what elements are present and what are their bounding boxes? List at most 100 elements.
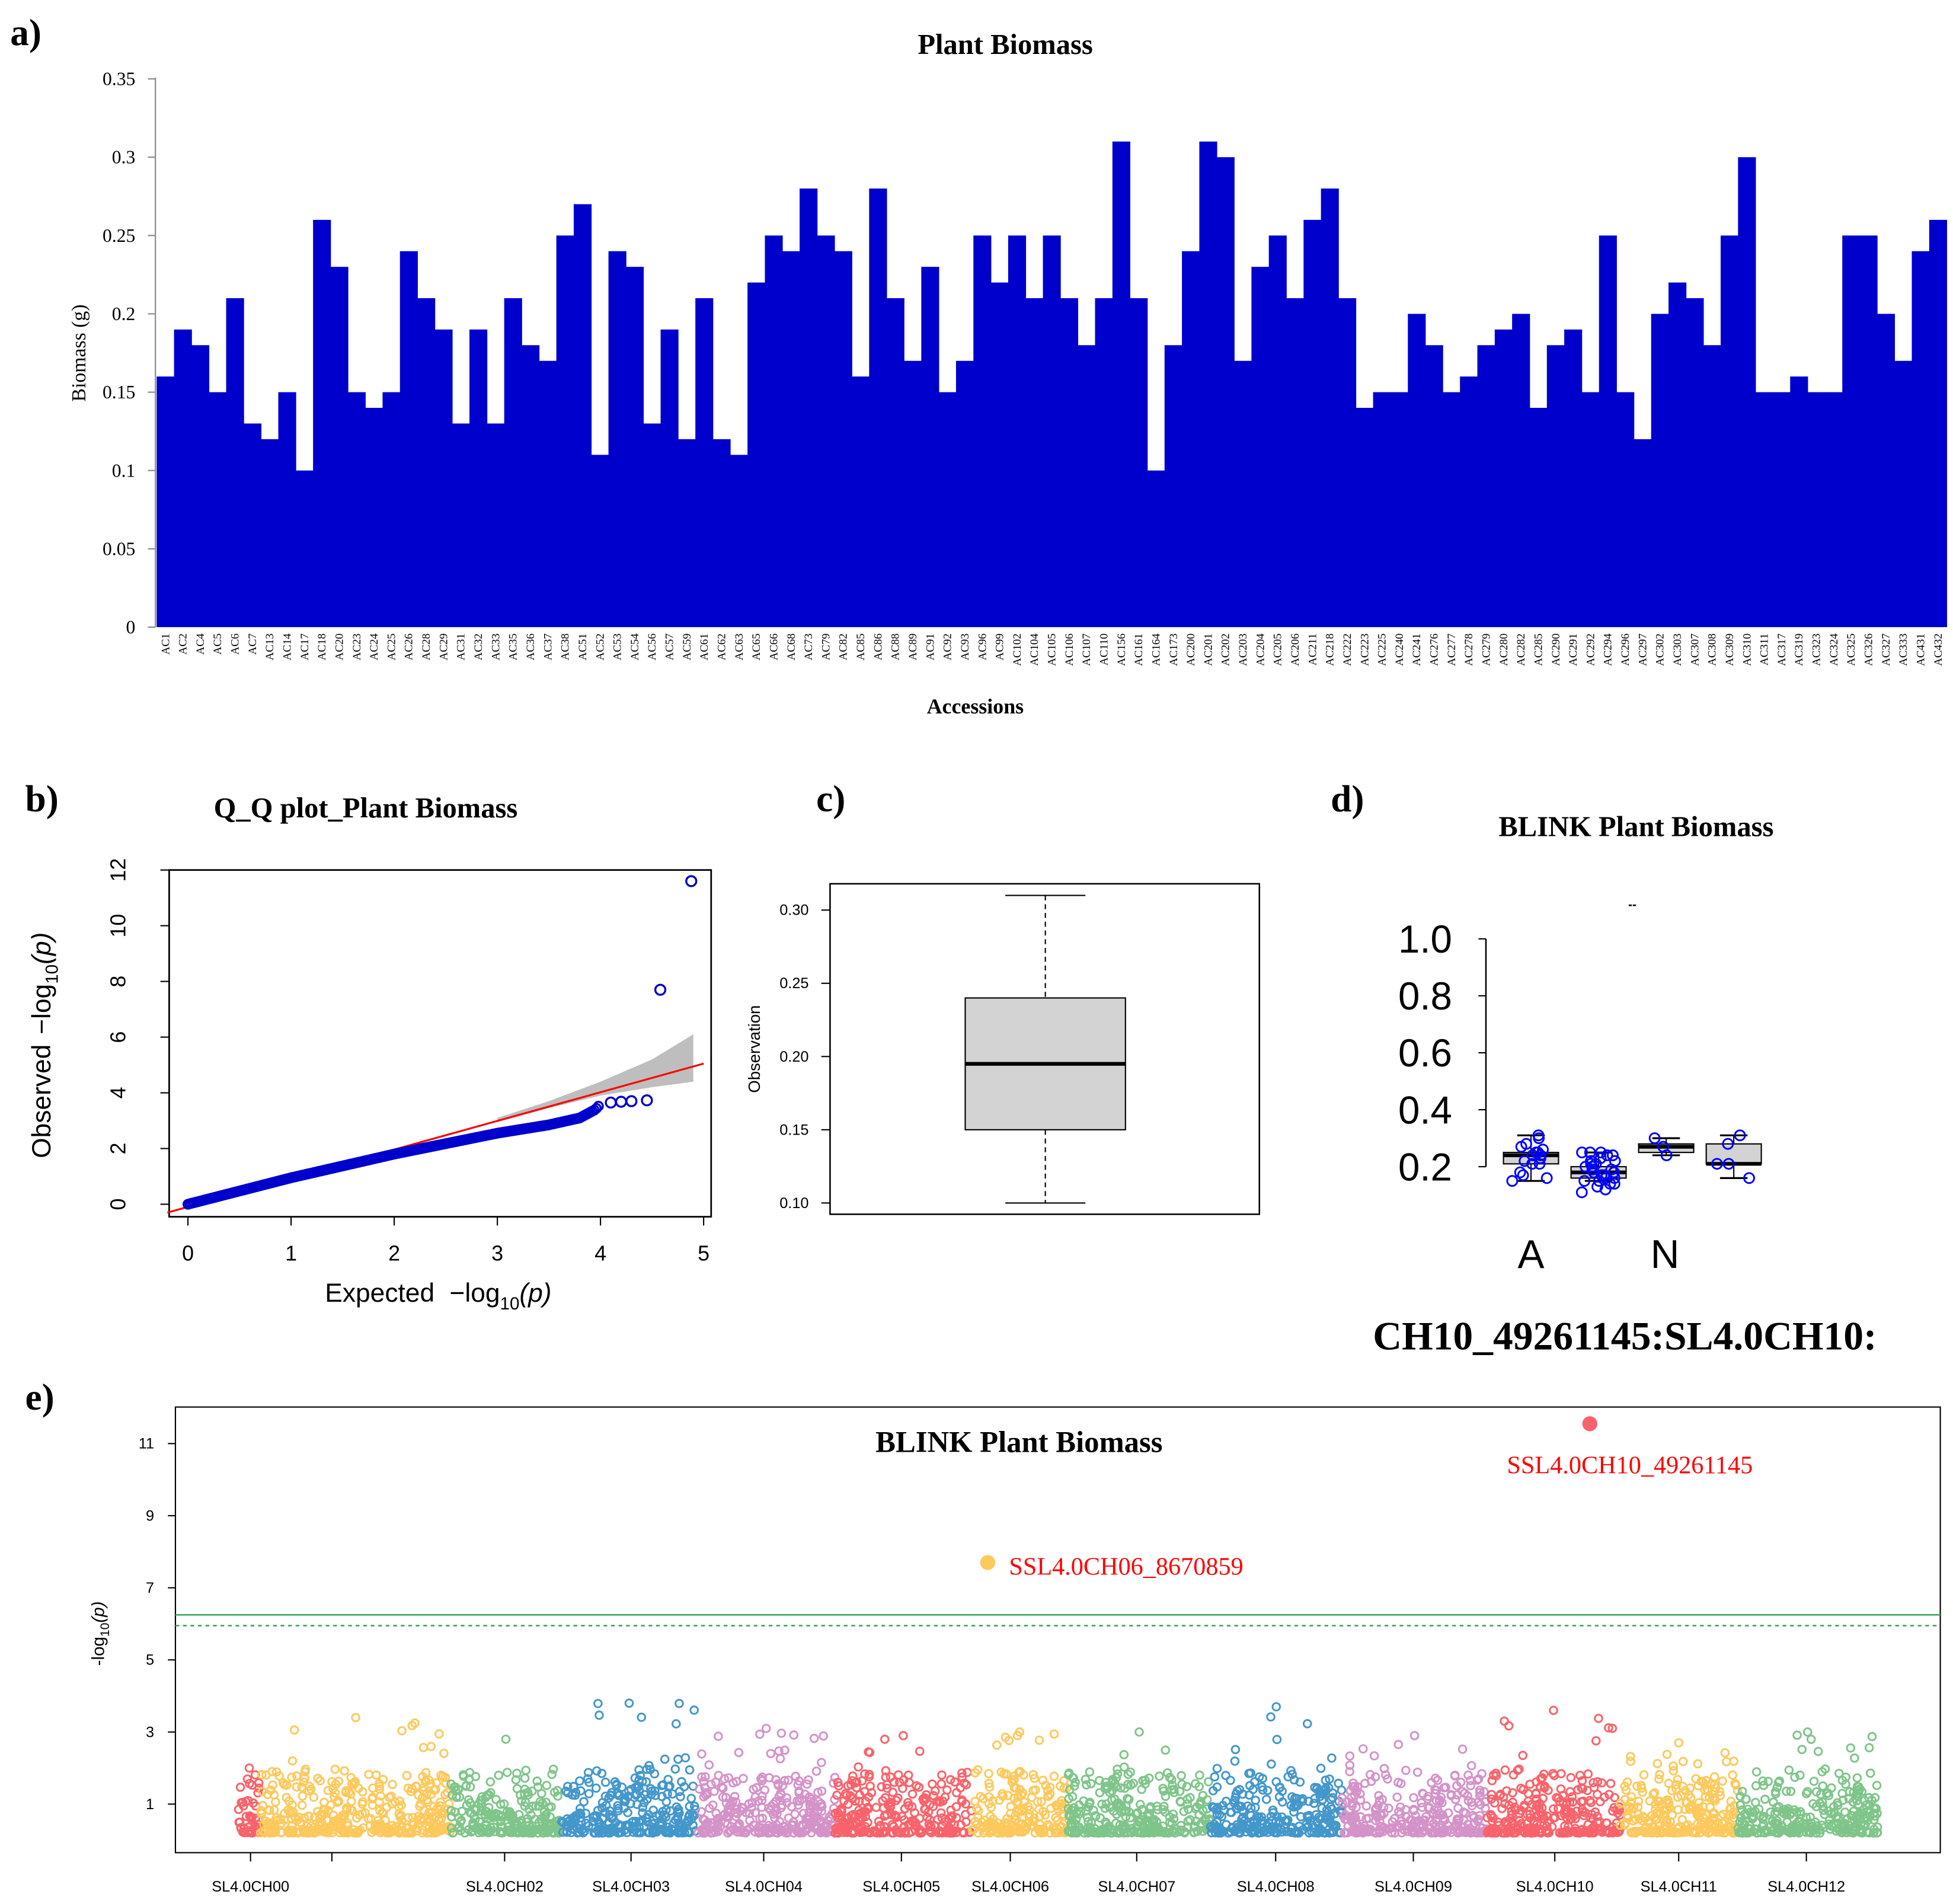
snp-point <box>655 1820 665 1830</box>
snp-point <box>1591 1736 1601 1746</box>
snp-point <box>1542 1828 1552 1838</box>
snp-point <box>547 1819 557 1829</box>
snp-point <box>1629 1803 1639 1813</box>
snp-point <box>465 1798 475 1808</box>
snp-point <box>676 1792 685 1801</box>
snp-point <box>406 1787 416 1797</box>
snp-point <box>297 1800 307 1810</box>
snp-point <box>1507 1818 1517 1828</box>
snp-point <box>903 1770 913 1780</box>
bar <box>1912 251 1930 627</box>
snp-point <box>1514 1764 1524 1774</box>
snp-point <box>1673 1804 1683 1814</box>
snp-point <box>1648 1789 1658 1799</box>
snp-point <box>689 1801 699 1811</box>
snp-point <box>1837 1788 1847 1798</box>
snp-point <box>1040 1810 1050 1820</box>
snp-point <box>1538 1810 1548 1820</box>
snp-point <box>321 1826 331 1836</box>
snp-point <box>1848 1797 1858 1807</box>
snp-point <box>1653 1796 1663 1806</box>
snp-point <box>784 1775 794 1785</box>
snp-point <box>1667 1785 1677 1796</box>
snp-point <box>1361 1801 1372 1811</box>
y-axis-label: Biomass (g) <box>68 304 90 401</box>
snp-point <box>1663 1828 1673 1838</box>
snp-point <box>1085 1822 1095 1832</box>
snp-point <box>1210 1772 1220 1782</box>
snp-point <box>701 1825 711 1834</box>
snp-point <box>1101 1778 1111 1787</box>
snp-point <box>914 1782 924 1792</box>
snp-point <box>947 1811 957 1821</box>
snp-point <box>1212 1817 1222 1827</box>
snp-point <box>305 1781 314 1791</box>
snp-point <box>496 1812 506 1822</box>
snp-point <box>284 1828 293 1838</box>
bar <box>1338 298 1357 627</box>
sig-label-ch06: SSL4.0CH06_8670859 <box>1009 1553 1243 1581</box>
snp-point <box>859 1787 870 1797</box>
x-tick-label: AC311 <box>1759 634 1771 666</box>
snp-peak-point <box>1549 1705 1558 1715</box>
snp-peak-point <box>1802 1727 1813 1737</box>
x-tick-label: AC327 <box>1880 634 1893 666</box>
snp-point <box>1326 1819 1336 1829</box>
snp-peak-point <box>761 1723 771 1733</box>
snp-point <box>1248 1784 1258 1794</box>
snp-point <box>1192 1802 1202 1812</box>
snp-point <box>804 1775 813 1785</box>
snp-point <box>985 1782 995 1792</box>
bar <box>1686 298 1704 627</box>
snp-point <box>659 1780 668 1790</box>
snp-point <box>376 1819 385 1829</box>
snp-point <box>955 1783 966 1793</box>
snp-point <box>1782 1810 1792 1819</box>
snp-point <box>1554 1804 1563 1813</box>
bar <box>677 439 696 627</box>
snp-point <box>1735 1817 1745 1826</box>
snp-point <box>661 1828 671 1838</box>
snp-point <box>1119 1750 1129 1759</box>
snp-point <box>284 1796 294 1806</box>
snp-point <box>351 1813 362 1823</box>
bar <box>243 423 262 627</box>
snp-point <box>418 1743 429 1752</box>
snp-point <box>1294 1828 1304 1838</box>
snp-point <box>255 1828 266 1838</box>
snp-point <box>1809 1777 1819 1786</box>
snp-point <box>579 1797 589 1807</box>
data-point <box>1734 1129 1746 1142</box>
bar <box>313 219 331 627</box>
snp-point <box>1050 1828 1060 1838</box>
snp-point <box>1246 1768 1255 1778</box>
snp-point <box>1182 1782 1192 1791</box>
snp-point <box>1345 1766 1354 1777</box>
snp-point <box>1091 1811 1101 1820</box>
significant-snp <box>980 1555 996 1570</box>
snp-point <box>583 1768 593 1777</box>
snp-point <box>1095 1788 1105 1798</box>
bar <box>365 408 383 627</box>
x-tick-label: AC82 <box>838 634 850 660</box>
snp-point <box>1822 1788 1831 1798</box>
qq-point <box>641 1094 653 1107</box>
bar <box>347 392 366 627</box>
snp-point <box>593 1698 603 1708</box>
snp-point <box>1396 1779 1406 1788</box>
snp-point <box>1453 1818 1463 1828</box>
snp-point <box>1442 1826 1452 1836</box>
snp-point <box>794 1786 804 1796</box>
panel-d-allele-boxplot: d) BLINK Plant Biomass -- 0.2 0.4 0.6 0.8 1.… <box>1331 778 1877 1358</box>
snp-point <box>1001 1732 1011 1742</box>
x-tick-label: AC107 <box>1081 634 1093 666</box>
snp-point <box>1312 1783 1322 1793</box>
bar <box>295 470 314 627</box>
bar <box>660 329 679 627</box>
bar <box>504 298 522 627</box>
iqr-box <box>1705 1143 1762 1165</box>
snp-point <box>986 1812 995 1821</box>
bar <box>1408 314 1426 627</box>
snp-point <box>1396 1816 1407 1826</box>
snp-point <box>721 1798 731 1808</box>
